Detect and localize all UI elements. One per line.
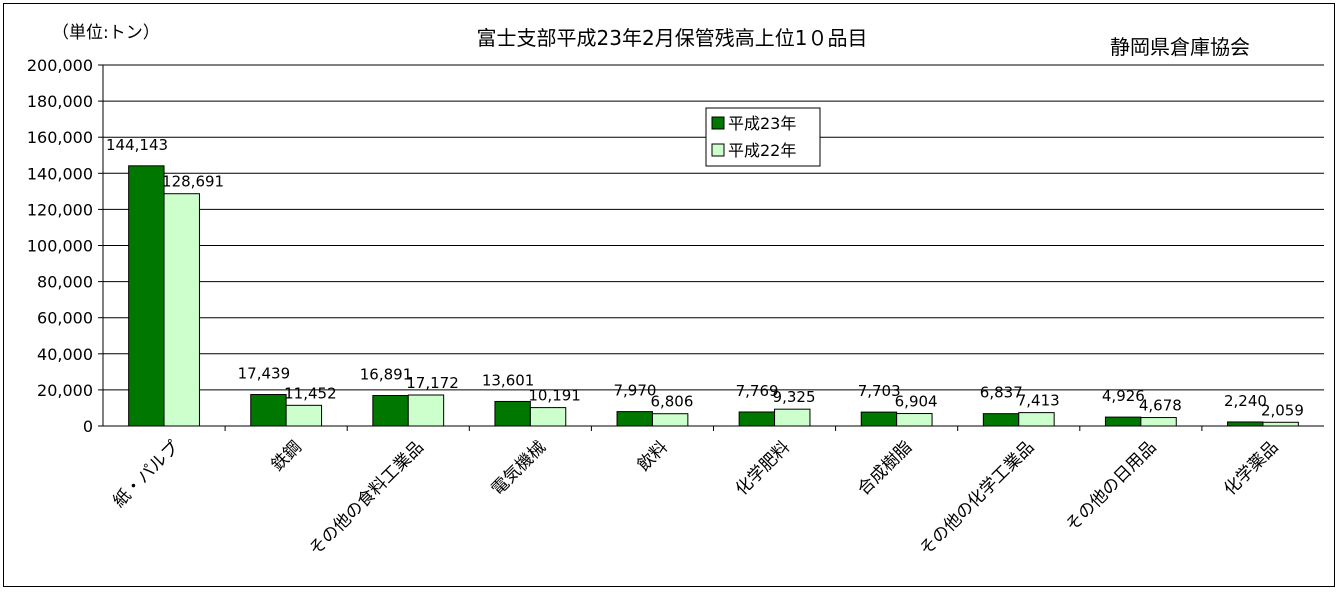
y-tick-label: 180,000: [27, 92, 93, 111]
y-tick-label: 60,000: [37, 309, 93, 328]
bar-h22: [651, 413, 689, 427]
bar-h22: [896, 413, 933, 427]
y-axis: 0 20,000 40,000 60,000 80,000 100,000 120,000 1…: [27, 56, 1324, 436]
value-label: 7,413: [1017, 392, 1060, 410]
bar-h23: [128, 165, 165, 427]
value-label: 4,926: [1102, 387, 1145, 405]
legend-label: 平成22年: [728, 141, 796, 160]
chart-frame: [3, 3, 1335, 587]
chart-title: 富士支部平成23年2月保管残高上位1０品目: [477, 26, 868, 50]
x-tick-label: その他の食料工業品: [305, 437, 427, 559]
x-tick-label: その他の化学工業品: [916, 437, 1038, 559]
bar-h22: [1140, 417, 1177, 427]
value-label: 6,806: [650, 393, 693, 411]
value-label: 7,970: [613, 382, 656, 400]
y-tick-label: 20,000: [37, 381, 93, 400]
y-tick-label: 80,000: [37, 273, 93, 292]
value-label: 7,769: [736, 382, 779, 400]
y-tick-label: 160,000: [27, 128, 93, 147]
x-axis: 紙・パルプ 鉄鋼 その他の食料工業品 電気機械 飲料 化学肥料 合成樹脂 その他の化学工業品そ…: [109, 426, 1282, 560]
grid-lines: [103, 64, 1324, 391]
legend-swatch: [711, 143, 725, 157]
bar-h23: [616, 411, 653, 427]
y-tick-label: 100,000: [27, 237, 93, 256]
bar-h23: [860, 411, 898, 427]
x-tick-label: 飲料: [634, 437, 672, 475]
value-label: 13,601: [482, 371, 535, 389]
bar-h23: [494, 400, 531, 427]
value-label: 11,452: [284, 384, 337, 402]
bar-h23: [1104, 416, 1142, 427]
bar-h22: [774, 408, 811, 427]
bar-h23: [738, 411, 776, 427]
x-tick-label: 紙・パルプ: [109, 437, 183, 511]
value-label: 6,904: [895, 393, 938, 411]
value-label: 9,325: [773, 388, 816, 406]
y-tick-label: 120,000: [27, 200, 93, 219]
legend-box: [705, 107, 821, 167]
bars: [128, 165, 1299, 427]
bar-h22: [1262, 421, 1299, 427]
value-label: 128,691: [162, 173, 224, 191]
bar-h22: [163, 193, 200, 427]
bar-h22: [407, 394, 445, 427]
value-label: 2,059: [1261, 401, 1304, 419]
legend-swatch: [711, 116, 725, 130]
value-label: 4,678: [1139, 397, 1182, 415]
y-tick-label: 0: [83, 417, 93, 436]
bar-h23: [372, 395, 409, 427]
bar-h22: [285, 404, 323, 427]
bar-h23: [250, 394, 287, 427]
x-tick-label: 電気機械: [488, 437, 550, 499]
value-label: 7,703: [858, 382, 901, 400]
organization-label: 静岡県倉庫協会: [1110, 35, 1250, 59]
value-label: 144,143: [106, 136, 168, 154]
x-tick-label: 合成樹脂: [854, 437, 916, 499]
value-label: 17,439: [238, 365, 291, 383]
y-tick-label: 140,000: [27, 164, 93, 183]
value-label: 6,837: [980, 384, 1023, 402]
unit-label: （単位:トン）: [52, 23, 160, 43]
bar-h23: [1227, 421, 1264, 427]
legend-label: 平成23年: [728, 114, 796, 133]
value-label: 17,172: [406, 374, 459, 392]
y-tick-label: 200,000: [27, 56, 93, 75]
x-tick-label: 化学肥料: [732, 437, 794, 499]
x-tick-label: 化学薬品: [1220, 437, 1282, 499]
bar-h23: [982, 413, 1020, 427]
x-tick-label: その他の日用品: [1062, 437, 1160, 535]
y-tick-label: 40,000: [37, 345, 93, 364]
value-label: 10,191: [528, 387, 581, 405]
bar-h22: [1018, 412, 1055, 427]
x-tick-label: 鉄鋼: [268, 437, 306, 475]
value-label: 16,891: [360, 366, 413, 384]
value-label: 2,240: [1224, 392, 1267, 410]
bar-h22: [529, 407, 567, 427]
